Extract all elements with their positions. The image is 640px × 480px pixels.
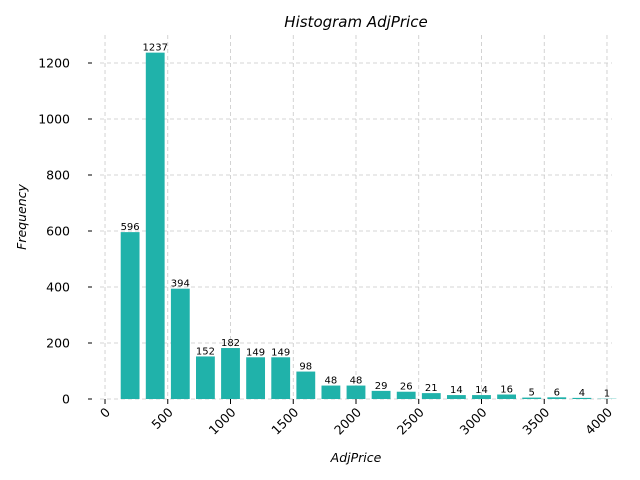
y-tick-label: 1000 [38,112,70,127]
bars [120,52,617,399]
y-axis-label: Frequency [14,184,29,250]
x-tick-label: 500 [148,404,176,432]
bar-value-label: 14 [475,385,488,396]
histogram-bar [371,390,391,399]
bar-value-label: 5 [528,388,534,399]
bar-value-label: 1237 [142,43,167,54]
bar-value-label: 149 [271,347,290,358]
bar-value-label: 4 [579,388,585,399]
histogram-bar [196,356,215,399]
x-tick-label: 4000 [582,404,615,437]
bar-value-label: 98 [299,362,312,373]
histogram-bar [170,288,190,399]
y-tick-label: 1200 [38,56,70,71]
bar-value-label: 6 [554,387,560,398]
histogram-bar [246,357,266,399]
x-tick-label: 2000 [331,404,364,437]
y-tick-label: 600 [46,224,70,239]
x-tick-label: 0 [97,404,113,420]
histogram-bar [522,397,542,399]
bar-value-label: 394 [171,279,190,290]
bar-value-label: 14 [450,385,463,396]
bar-value-label: 596 [121,222,140,233]
x-tick-label: 1000 [206,404,239,437]
bar-value-label: 16 [500,385,513,396]
histogram-bar [421,393,441,399]
histogram-bar [547,397,567,399]
histogram-bar [346,385,366,399]
bar-value-label: 26 [400,382,413,393]
y-tick-label: 400 [46,280,70,295]
histogram-bar [396,391,416,399]
histogram-bar [120,232,140,399]
x-tick-label: 3000 [457,404,490,437]
bar-value-label: 182 [221,338,240,349]
y-tick-label: 800 [46,168,70,183]
bar-value-label: 21 [425,383,438,394]
chart-title: Histogram AdjPrice [284,13,427,31]
y-axis: 0 200 400 600 800 1000 1200 [38,56,92,407]
x-tick-label: 1500 [268,404,301,437]
histogram-bar [296,371,316,399]
x-tick-label: 3500 [519,404,552,437]
histogram-bar [497,394,516,399]
bar-value-label: 48 [325,376,338,387]
histogram-bar [271,357,291,399]
histogram-bar [145,52,165,399]
x-tick-label: 2500 [394,404,427,437]
bar-value-label: 149 [246,347,265,358]
bar-value-label: 1 [604,389,610,400]
bar-value-label: 29 [375,381,388,392]
bar-value-label: 48 [350,376,363,387]
y-tick-label: 200 [46,336,70,351]
histogram-bar [572,397,592,399]
x-axis: 0 500 1000 1500 2000 2500 3000 3500 4000 [97,399,615,438]
x-axis-label: AdjPrice [330,450,382,465]
histogram-bar [221,348,240,399]
histogram-bar [321,385,341,399]
y-tick-label: 0 [62,392,70,407]
histogram-bar [446,395,466,399]
histogram-bar [472,395,491,399]
bar-value-label: 152 [196,346,215,357]
